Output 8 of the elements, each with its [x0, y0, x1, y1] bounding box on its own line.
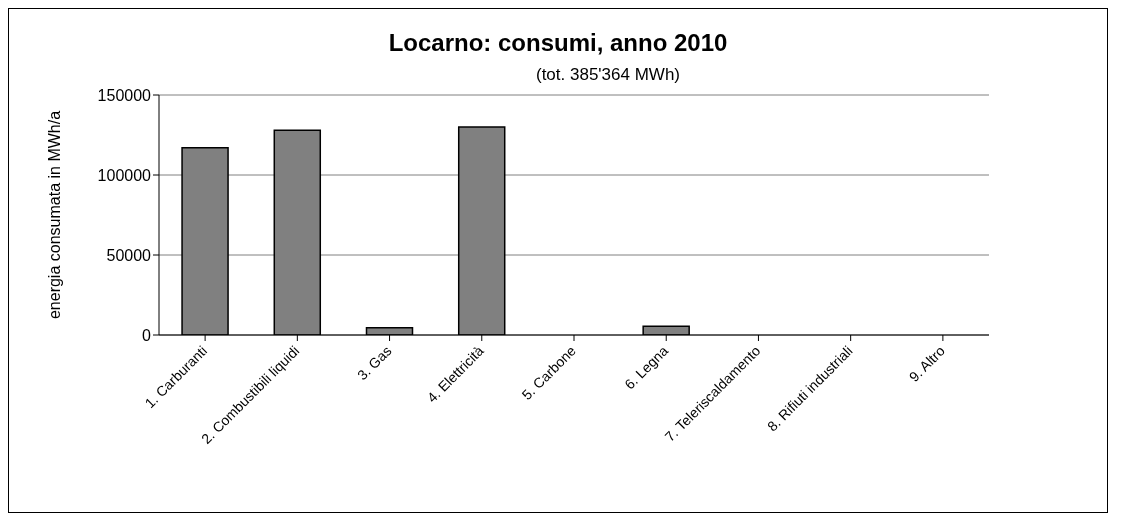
chart-title: Locarno: consumi, anno 2010: [387, 29, 729, 57]
y-axis-title: energia consumata in MWh/a: [45, 110, 63, 320]
y-tick-label: 50000: [106, 246, 152, 264]
y-tick-label: 150000: [97, 86, 152, 104]
chart-subtitle: (tot. 385'364 MWh): [535, 65, 681, 85]
y-tick-label: 0: [142, 326, 152, 344]
y-tick-label: 100000: [97, 166, 152, 184]
x-tick-label: 3. Gas: [354, 342, 395, 384]
